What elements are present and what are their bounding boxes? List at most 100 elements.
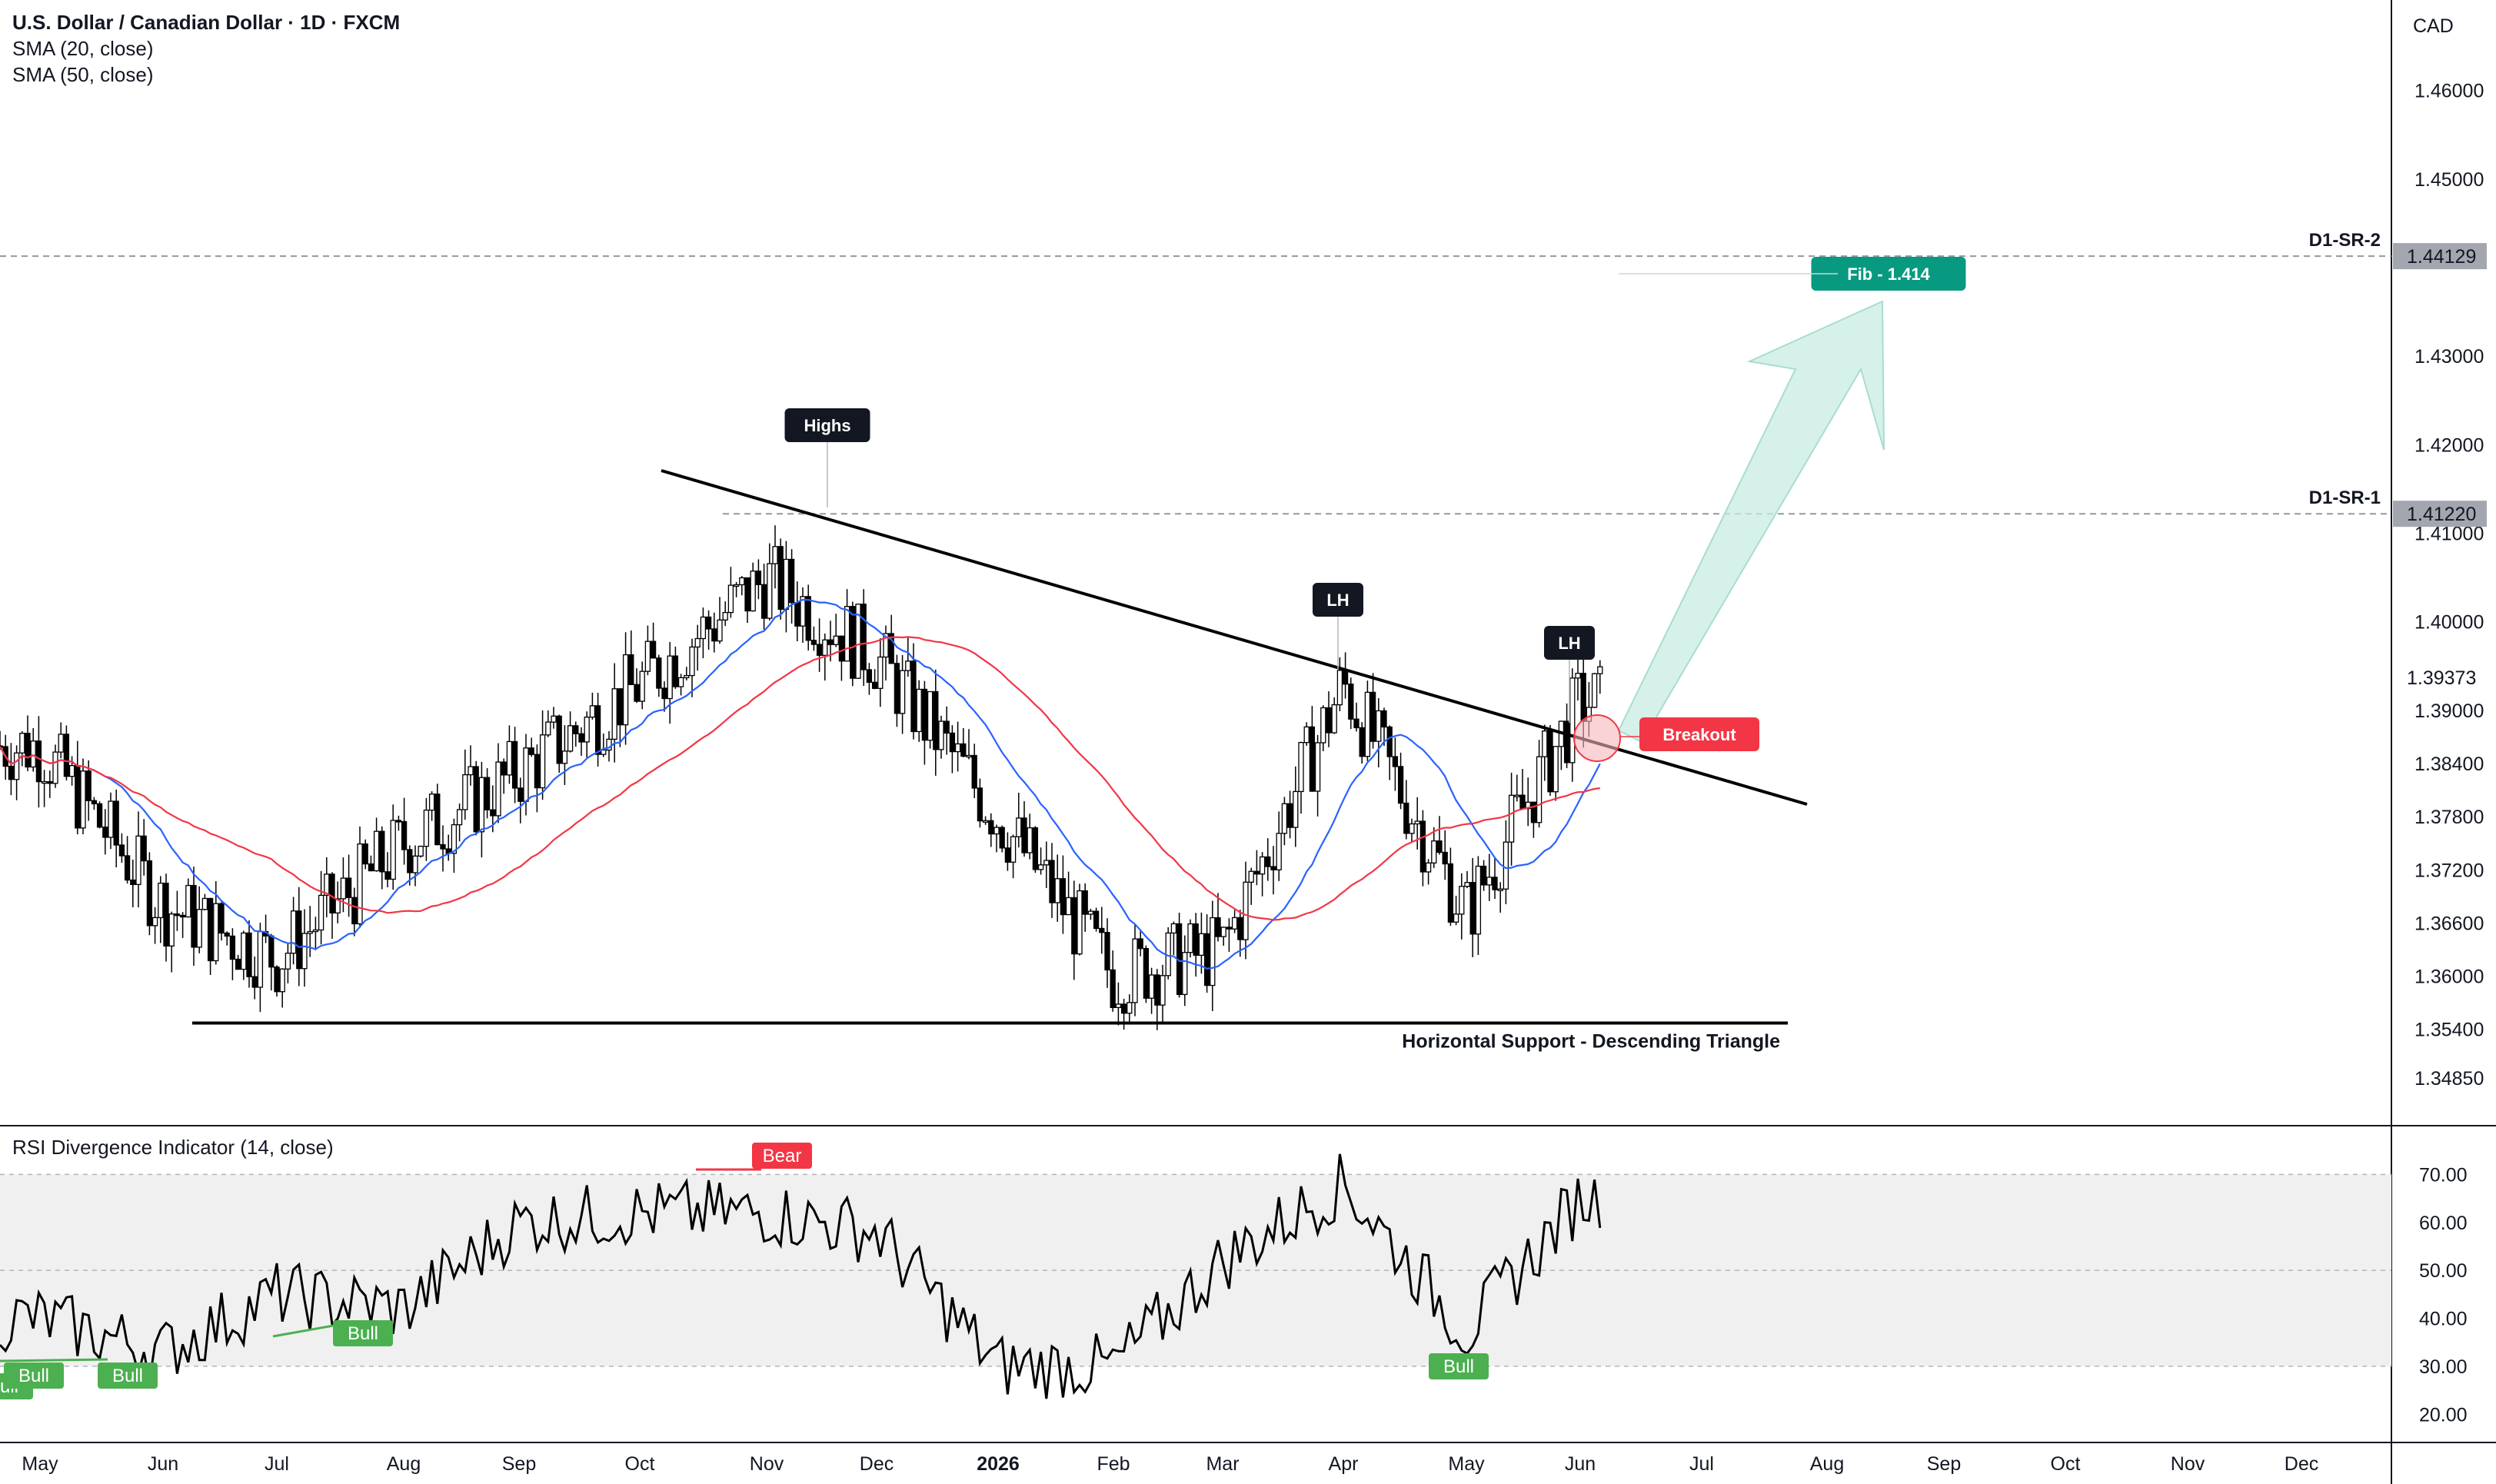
candle — [1503, 841, 1509, 890]
candle — [434, 794, 441, 846]
candle — [102, 827, 108, 838]
candle — [1530, 801, 1537, 824]
rsi-tick-label: 60.00 — [2419, 1213, 2468, 1234]
candle — [1575, 673, 1581, 679]
candle — [794, 602, 800, 627]
candle — [1480, 865, 1487, 886]
candle — [1403, 802, 1409, 834]
candle — [639, 670, 645, 702]
candle — [440, 843, 446, 850]
candle — [324, 873, 330, 897]
price-tag-box — [2393, 501, 2487, 527]
divergence-label: Bull — [112, 1366, 143, 1386]
price-tag-label: 1.41220 — [2407, 504, 2476, 525]
rsi-title[interactable]: RSI Divergence Indicator (14, close) — [12, 1136, 334, 1159]
candle — [1203, 933, 1210, 987]
divergence-label-box — [1429, 1353, 1489, 1379]
time-tick-label: Mar — [1206, 1453, 1239, 1475]
time-tick-label: Oct — [2051, 1453, 2081, 1475]
candle — [1492, 877, 1498, 890]
candle — [1392, 756, 1399, 767]
candle — [141, 835, 147, 862]
candle — [312, 929, 319, 933]
candle — [108, 800, 114, 838]
price-tick-label: 1.37800 — [2414, 807, 2484, 828]
candle — [340, 877, 347, 900]
candle — [462, 774, 468, 810]
candle — [1497, 888, 1503, 891]
candle — [888, 633, 894, 664]
candle — [423, 809, 430, 847]
candle — [158, 882, 164, 919]
candle — [644, 641, 651, 672]
candle — [1508, 794, 1515, 843]
candle — [1093, 910, 1100, 930]
candle — [456, 809, 463, 826]
divergence-label: Bull — [1443, 1356, 1474, 1377]
candle — [1298, 742, 1304, 793]
candle — [1037, 864, 1044, 870]
divergence-label: Bear — [763, 1146, 802, 1166]
candle — [484, 777, 491, 810]
candle — [130, 879, 136, 886]
divergence-label: Bull — [18, 1366, 49, 1386]
time-tick-label: May — [1448, 1453, 1485, 1475]
candle — [827, 639, 834, 645]
candle — [1436, 840, 1443, 853]
breakout-label: Breakout — [1662, 725, 1736, 744]
candle — [390, 820, 396, 880]
rsi-line — [0, 1153, 1602, 1399]
sma50-line — [0, 636, 1600, 921]
price-tick-label: 1.37200 — [2414, 860, 2484, 881]
sr-level-label: D1-SR-2 — [2309, 230, 2381, 251]
indicator-sma50[interactable]: SMA (50, close) — [12, 63, 154, 86]
candle — [650, 641, 657, 659]
candle — [75, 764, 81, 829]
candle — [1049, 860, 1055, 903]
candle — [1409, 823, 1415, 834]
candle — [833, 635, 839, 645]
candle — [1104, 932, 1110, 971]
candle — [1386, 726, 1393, 757]
rsi-panel: 70.00 60.00 50.00 40.00 30.00 20.00 Bull Bull Bu… — [0, 1143, 2468, 1426]
candle — [1536, 756, 1543, 824]
indicator-sma20[interactable]: SMA (20, close) — [12, 37, 154, 60]
candle — [91, 800, 98, 805]
candle — [224, 932, 230, 937]
candle — [667, 655, 673, 700]
candle — [1060, 878, 1067, 916]
candle — [800, 596, 806, 627]
lh-label-1-box — [1313, 583, 1363, 617]
candle — [428, 794, 435, 811]
candle — [196, 909, 202, 948]
chart-title[interactable]: U.S. Dollar / Canadian Dollar · 1D · FXC… — [12, 11, 401, 34]
candle — [628, 654, 634, 685]
candle — [0, 745, 3, 748]
candle — [47, 780, 53, 784]
candle — [999, 827, 1005, 849]
highs-label-box — [784, 408, 870, 442]
price-tick-label: 1.41000 — [2414, 524, 2484, 545]
rsi-tick-label: 40.00 — [2419, 1309, 2468, 1330]
candle — [584, 717, 590, 743]
candle — [511, 740, 518, 789]
candle — [772, 546, 778, 564]
candle — [1259, 856, 1266, 875]
sr-level-label: D1-SR-1 — [2309, 487, 2381, 508]
candle — [384, 871, 391, 880]
candle — [1253, 870, 1260, 875]
fib-label: Fib - 1.414 — [1847, 265, 1930, 284]
time-tick-label: 2026 — [977, 1453, 1020, 1475]
candle — [760, 584, 767, 619]
candle — [1127, 1002, 1133, 1014]
candle — [174, 913, 181, 917]
candle — [954, 743, 961, 753]
candle — [838, 635, 845, 662]
candle — [1591, 673, 1598, 708]
candle — [351, 897, 358, 925]
support-label: Horizontal Support - Descending Triangle — [1402, 1031, 1780, 1053]
candle — [1110, 969, 1116, 1008]
candle — [783, 558, 790, 611]
candle — [894, 663, 900, 714]
candle — [1032, 827, 1039, 870]
